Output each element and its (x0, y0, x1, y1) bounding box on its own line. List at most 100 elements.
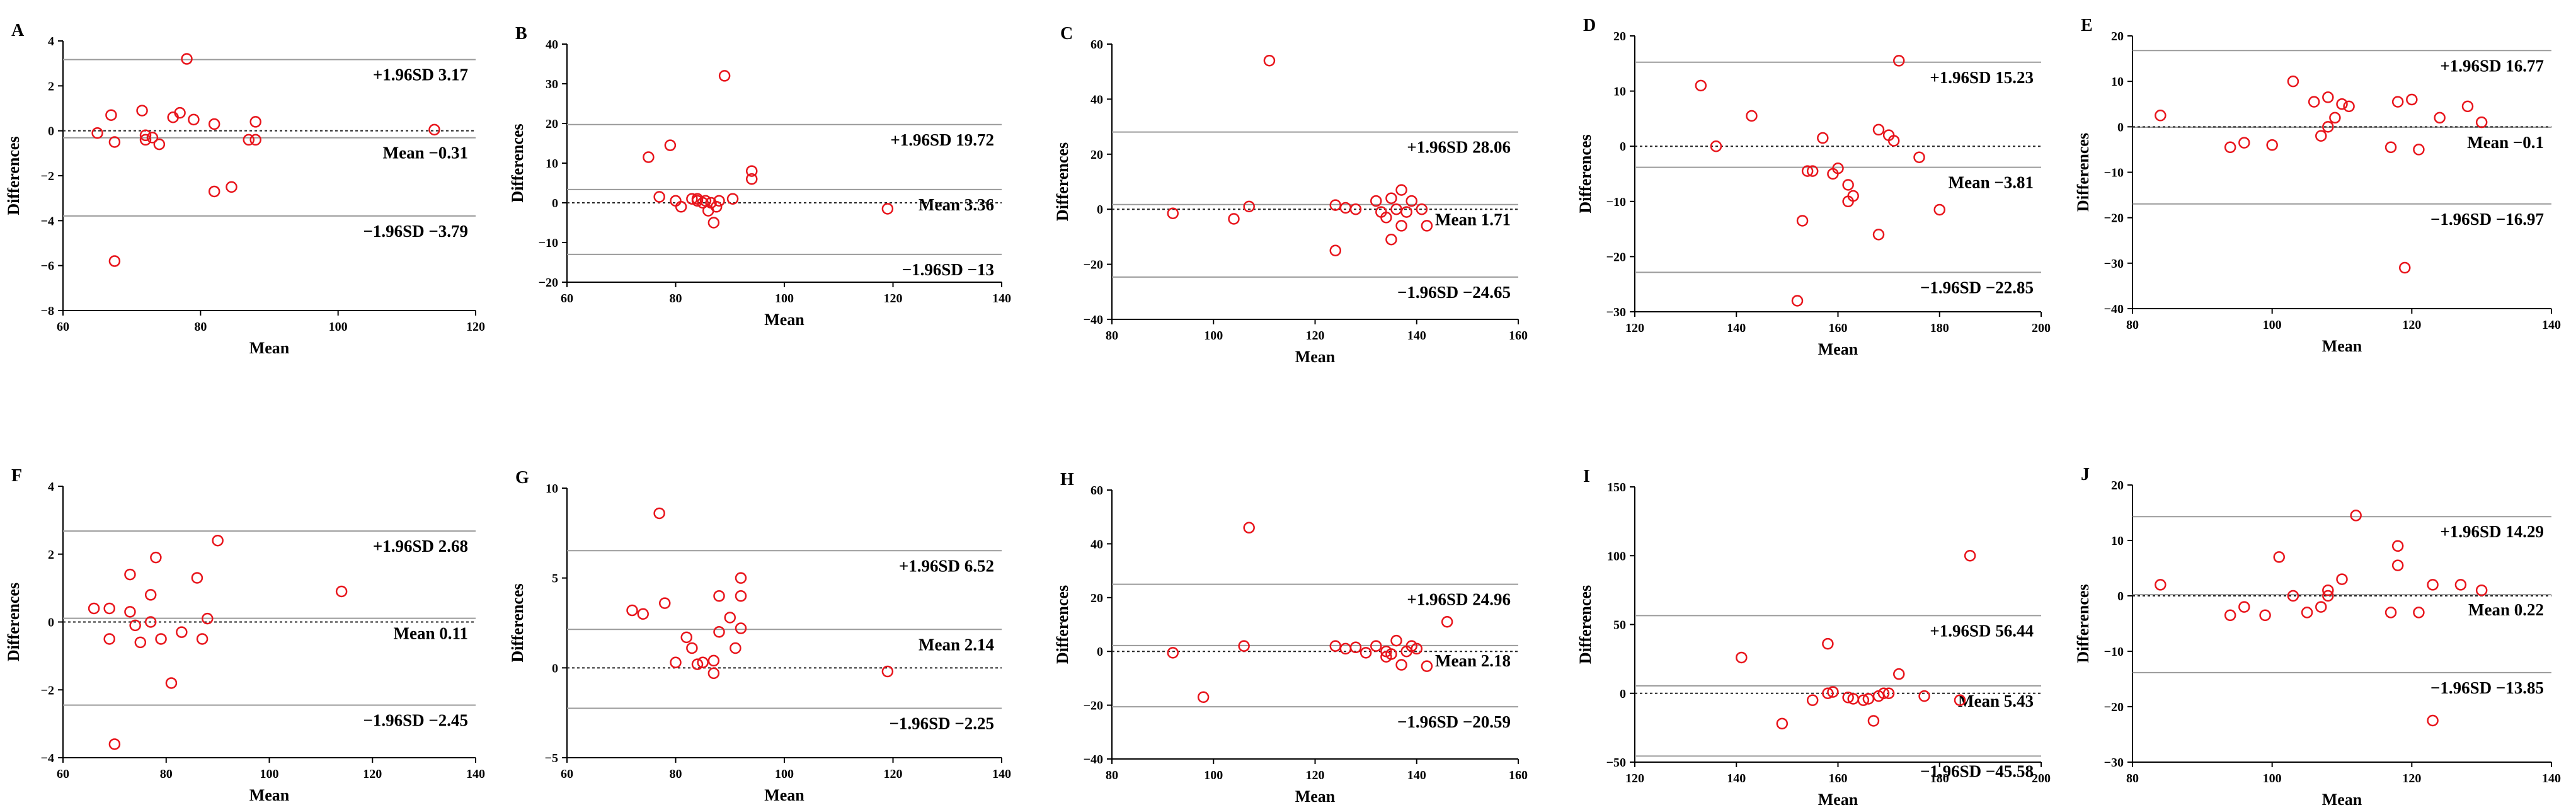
y-tick-label: 20 (1091, 148, 1103, 162)
data-point (2427, 579, 2439, 591)
data-point (1421, 660, 1433, 672)
x-tick-label: 60 (57, 320, 69, 334)
data-point (1842, 179, 1854, 191)
data-point (1913, 151, 1925, 163)
data-point (2287, 590, 2299, 602)
y-tick-label: 30 (546, 77, 558, 91)
lower-loa-label: −1.96SD −22.85 (1920, 278, 2034, 297)
upper-loa-label: +1.96SD 24.96 (1407, 590, 1511, 609)
y-tick-label: −30 (2104, 257, 2124, 271)
data-point (1872, 229, 1885, 241)
y-tick-label: 0 (48, 125, 54, 139)
y-tick-label: −20 (1084, 699, 1103, 713)
data-point (2266, 139, 2278, 151)
data-point (2301, 607, 2313, 619)
x-tick-label: 60 (561, 767, 573, 781)
data-point (1385, 192, 1397, 204)
y-tick-label: −40 (2104, 302, 2124, 316)
panel-letter: D (1583, 16, 1596, 35)
panel-e: E 80 100 120 140 −40 −30 −20 −10 0 10 20 Mean Differe… (2074, 16, 2561, 355)
data-point (1395, 184, 1407, 196)
data-point (2391, 540, 2404, 552)
x-tick-label: 180 (1930, 772, 1949, 785)
y-tick-label: 2 (48, 548, 54, 562)
data-point (2434, 111, 2446, 124)
y-tick-label: −4 (41, 751, 54, 765)
data-point (150, 551, 162, 564)
x-tick-label: 160 (1509, 768, 1528, 782)
data-point (2308, 96, 2320, 108)
data-point (713, 626, 725, 638)
data-point (2475, 584, 2488, 596)
data-point (1933, 203, 1945, 216)
x-tick-label: 100 (1204, 329, 1223, 343)
data-point (1395, 659, 1407, 671)
data-point (710, 201, 723, 213)
x-tick-label: 100 (775, 767, 794, 781)
data-point (1421, 220, 1433, 232)
x-tick-label: 120 (2402, 772, 2421, 785)
upper-loa-label: +1.96SD 2.68 (373, 537, 468, 556)
data-point (2336, 98, 2348, 110)
y-axis-label: Differences (1053, 142, 1072, 221)
upper-loa-label: +1.96SD 56.44 (1930, 621, 2034, 640)
x-tick-label: 140 (1727, 772, 1746, 785)
data-point (1385, 234, 1397, 246)
mean-label: Mean −0.1 (2467, 133, 2544, 152)
panel-letter: G (515, 468, 529, 488)
y-tick-label: 20 (2111, 30, 2124, 43)
x-tick-label: 80 (670, 767, 682, 781)
y-axis-label: Differences (508, 583, 527, 662)
y-tick-label: 0 (1097, 203, 1103, 217)
x-tick-label: 100 (775, 292, 794, 305)
data-point (2413, 144, 2425, 156)
data-point (1736, 651, 1748, 664)
data-point (2427, 714, 2439, 727)
data-point (707, 654, 720, 667)
data-point (1349, 203, 1362, 215)
x-axis-label: Mean (249, 786, 290, 804)
upper-loa-label: +1.96SD 28.06 (1407, 138, 1511, 157)
x-tick-label: 140 (1407, 768, 1426, 782)
panel-a: A 60 80 100 120 −8 −6 −4 −2 0 2 4 Mean Differences +1.… (4, 21, 485, 357)
x-tick-label: 100 (2263, 318, 2282, 332)
x-axis-label: Mean (1818, 340, 1858, 358)
panel-i: I 120 140 160 180 200 −50 0 50 100 150 Mean Differen… (1576, 467, 2051, 809)
mean-label: Mean 1.71 (1435, 210, 1511, 229)
data-point (664, 139, 677, 151)
data-point (653, 507, 665, 520)
x-tick-label: 120 (466, 320, 485, 334)
data-point (2406, 93, 2418, 106)
data-point (697, 656, 709, 669)
y-axis-label: Differences (2074, 133, 2092, 212)
data-point (243, 134, 255, 146)
y-tick-label: 2 (48, 79, 54, 93)
x-tick-label: 160 (1509, 329, 1528, 343)
y-tick-label: 0 (48, 616, 54, 630)
mean-label: Mean 5.43 (1958, 692, 2034, 710)
data-point (1887, 135, 1900, 147)
mean-label: Mean −0.31 (383, 144, 468, 163)
data-point (653, 191, 665, 203)
x-tick-label: 80 (1106, 768, 1118, 782)
data-point (108, 255, 121, 267)
lower-loa-label: −1.96SD −24.65 (1397, 283, 1511, 302)
data-point (88, 602, 100, 615)
x-tick-label: 180 (1930, 321, 1949, 335)
y-axis-label: Differences (1576, 134, 1594, 213)
lower-loa-label: −1.96SD −2.45 (363, 710, 468, 729)
data-point (1400, 206, 1412, 218)
x-tick-label: 80 (2126, 318, 2139, 332)
data-point (1370, 640, 1382, 652)
x-tick-label: 200 (2032, 772, 2051, 785)
y-tick-label: −40 (1084, 753, 1103, 767)
lower-loa-label: −1.96SD −16.97 (2430, 210, 2544, 229)
data-point (1228, 213, 1240, 225)
data-point (881, 203, 894, 215)
data-point (1877, 687, 1890, 699)
mean-label: Mean 2.18 (1435, 651, 1511, 670)
lower-loa-label: −1.96SD −20.59 (1397, 712, 1511, 731)
y-tick-label: −2 (41, 169, 54, 183)
y-tick-label: −10 (2104, 645, 2124, 659)
data-point (249, 134, 261, 146)
